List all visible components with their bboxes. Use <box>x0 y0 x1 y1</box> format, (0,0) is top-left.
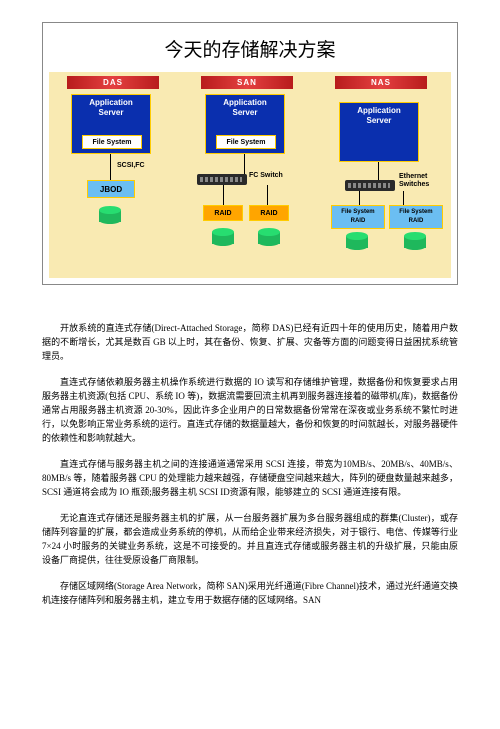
connector-line <box>403 191 404 205</box>
nas-box-2: File System RAID <box>389 205 443 229</box>
nas-app-server: ApplicationServer <box>339 102 419 162</box>
paragraph-5: 存储区域网络(Storage Area Network，简称 SAN)采用光纤通… <box>42 579 458 607</box>
app-server-label: ApplicationServer <box>89 98 133 117</box>
connector-line <box>223 185 224 205</box>
scsi-fc-label: SCSI,FC <box>117 162 145 169</box>
nas-banner: NAS <box>335 76 427 89</box>
diagram-canvas: DAS ApplicationServer File System SCSI,F… <box>49 72 451 278</box>
paragraph-1: 开放系统的直连式存储(Direct-Attached Storage，简称 DA… <box>42 321 458 363</box>
san-file-system: File System <box>216 135 276 149</box>
storage-cylinder-icon <box>404 232 426 250</box>
connector-line <box>378 162 379 180</box>
fc-switch-label: FC Switch <box>249 172 283 179</box>
nas-raid-label: RAID <box>351 218 366 224</box>
connector-line <box>359 191 360 205</box>
das-banner: DAS <box>67 76 159 89</box>
san-column: SAN ApplicationServer File System FC Swi… <box>183 72 317 278</box>
storage-cylinder-icon <box>346 232 368 250</box>
jbod-box: JBOD <box>87 180 135 198</box>
app-server-label: ApplicationServer <box>357 106 401 125</box>
nas-raid-label: RAID <box>409 218 424 224</box>
body-text: 开放系统的直连式存储(Direct-Attached Storage，简称 DA… <box>42 321 458 607</box>
paragraph-2: 直连式存储依赖服务器主机操作系统进行数据的 IO 读写和存储维护管理，数据备份和… <box>42 375 458 445</box>
app-server-label: ApplicationServer <box>223 98 267 117</box>
nas-column: NAS ApplicationServer EthernetSwitches F… <box>317 72 451 278</box>
storage-cylinder-icon <box>258 228 280 246</box>
diagram-panel: 今天的存储解决方案 DAS ApplicationServer File Sys… <box>42 22 458 285</box>
ethernet-switch-icon <box>345 180 395 191</box>
das-app-server: ApplicationServer File System <box>71 94 151 154</box>
san-banner: SAN <box>201 76 293 89</box>
raid-box-2: RAID <box>249 205 289 221</box>
ethernet-label: EthernetSwitches <box>399 173 429 189</box>
storage-cylinder-icon <box>99 206 121 224</box>
diagram-title: 今天的存储解决方案 <box>49 35 451 62</box>
san-app-server: ApplicationServer File System <box>205 94 285 154</box>
nas-box-1: File System RAID <box>331 205 385 229</box>
nas-fs-label: File System <box>399 209 432 215</box>
storage-cylinder-icon <box>212 228 234 246</box>
das-file-system: File System <box>82 135 142 149</box>
connector-line <box>110 154 111 180</box>
nas-fs-label: File System <box>341 209 374 215</box>
paragraph-3: 直连式存储与服务器主机之间的连接通道通常采用 SCSI 连接，带宽为10MB/s… <box>42 457 458 499</box>
paragraph-4: 无论直连式存储还是服务器主机的扩展，从一台服务器扩展为多台服务器组成的群集(Cl… <box>42 511 458 567</box>
connector-line <box>267 185 268 205</box>
fc-switch-icon <box>197 174 247 185</box>
raid-box-1: RAID <box>203 205 243 221</box>
connector-line <box>244 154 245 174</box>
das-column: DAS ApplicationServer File System SCSI,F… <box>49 72 183 278</box>
